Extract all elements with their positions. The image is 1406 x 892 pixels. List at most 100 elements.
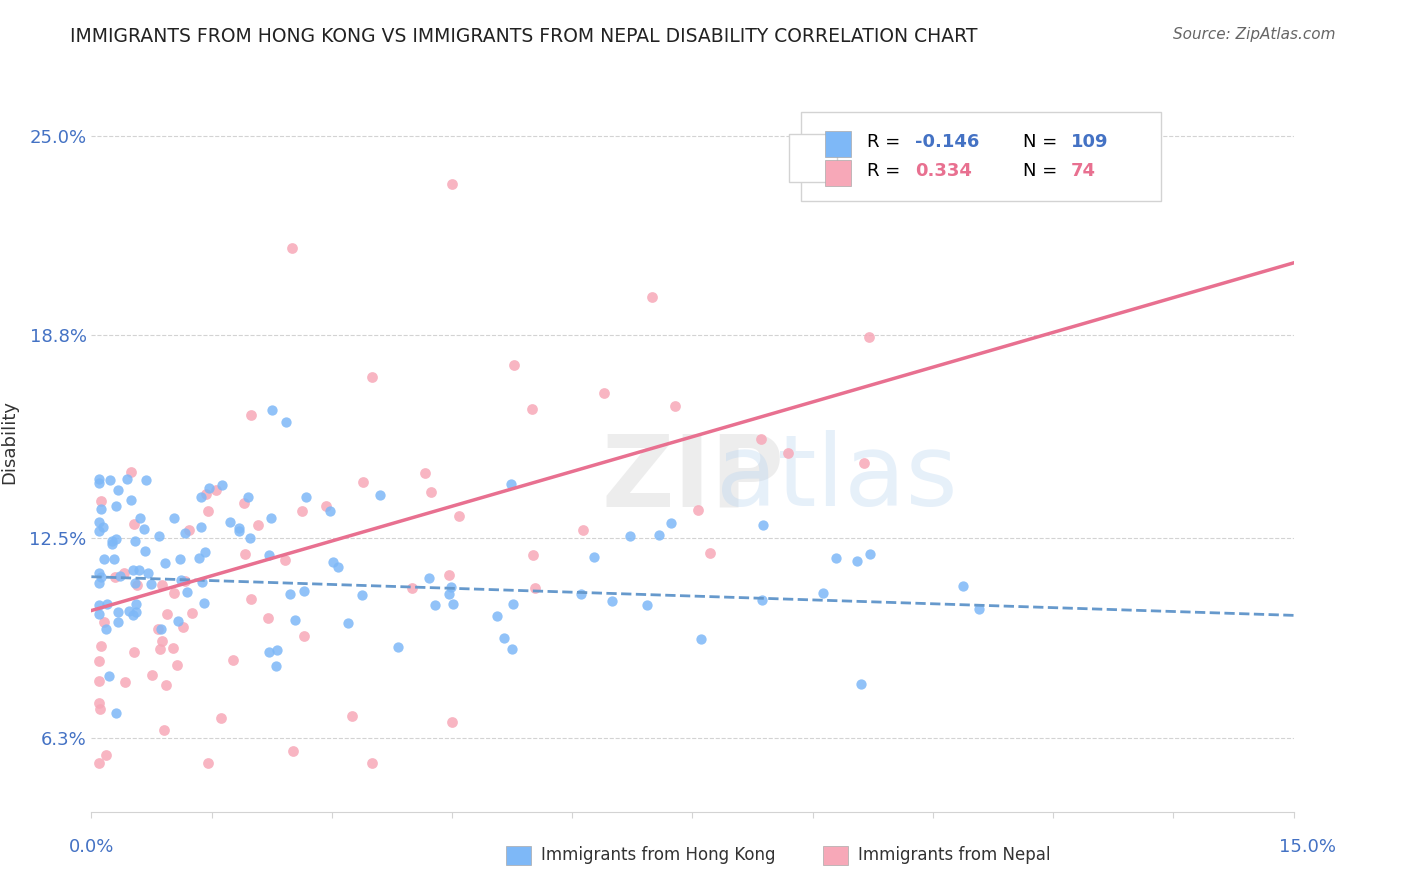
Text: atlas: atlas <box>716 430 957 527</box>
Point <box>952 579 974 593</box>
Text: 0.334: 0.334 <box>915 162 972 180</box>
Point <box>197 504 219 518</box>
Text: 74: 74 <box>1071 162 1097 180</box>
Point <box>107 483 129 498</box>
Point <box>89 674 111 689</box>
Point <box>413 466 436 480</box>
Point <box>107 606 129 620</box>
Point <box>315 500 337 514</box>
Point <box>266 643 288 657</box>
Point <box>112 566 135 581</box>
Point <box>174 574 197 588</box>
Point <box>136 566 159 581</box>
Point <box>150 622 173 636</box>
Point <box>751 517 773 532</box>
Point <box>197 756 219 771</box>
Point <box>170 573 193 587</box>
Point <box>104 499 127 513</box>
Y-axis label: Disability: Disability <box>0 400 18 483</box>
FancyBboxPatch shape <box>789 135 837 183</box>
Point <box>292 629 315 643</box>
Point <box>155 678 177 692</box>
Text: N =: N = <box>1024 133 1063 151</box>
Point <box>89 598 111 612</box>
Point <box>420 485 443 500</box>
Point <box>124 517 146 532</box>
Point <box>352 475 374 490</box>
Point <box>418 571 440 585</box>
Point <box>120 492 142 507</box>
Point <box>125 597 148 611</box>
Point <box>148 528 170 542</box>
Point <box>94 747 117 762</box>
Point <box>101 533 124 548</box>
Point <box>98 473 121 487</box>
Point <box>485 608 508 623</box>
Point <box>90 494 112 508</box>
Point <box>636 598 658 612</box>
Point <box>522 548 544 562</box>
Point <box>257 645 280 659</box>
Point <box>592 386 614 401</box>
Point <box>121 563 143 577</box>
Point <box>291 504 314 518</box>
Point <box>124 576 146 591</box>
Point <box>257 610 280 624</box>
Text: 0.0%: 0.0% <box>69 838 114 856</box>
Point <box>205 483 228 497</box>
Point <box>641 290 664 304</box>
Point <box>295 490 318 504</box>
Point <box>340 708 363 723</box>
Point <box>569 587 592 601</box>
Point <box>283 613 305 627</box>
Point <box>153 556 176 570</box>
Point <box>191 575 214 590</box>
Point <box>274 553 297 567</box>
Point <box>90 570 112 584</box>
Point <box>501 477 523 491</box>
Point <box>135 473 157 487</box>
Point <box>283 744 305 758</box>
Point <box>228 524 250 538</box>
Point <box>89 654 111 668</box>
Point <box>98 669 121 683</box>
Point <box>93 615 115 629</box>
Point <box>522 402 544 417</box>
Point <box>360 756 382 771</box>
Point <box>502 598 524 612</box>
Point <box>174 525 197 540</box>
Text: ZIP: ZIP <box>600 430 785 527</box>
Point <box>659 516 682 530</box>
Text: 15.0%: 15.0% <box>1279 838 1336 856</box>
Point <box>114 674 136 689</box>
Point <box>162 511 184 525</box>
Point <box>122 607 145 622</box>
Point <box>437 587 460 601</box>
Point <box>222 653 245 667</box>
Point <box>89 475 111 490</box>
Point <box>246 518 269 533</box>
Point <box>813 586 835 600</box>
Point <box>260 403 283 417</box>
Point <box>104 706 127 720</box>
Point <box>825 551 848 566</box>
Point <box>134 522 156 536</box>
Point <box>167 614 190 628</box>
Point <box>441 597 464 611</box>
Point <box>278 587 301 601</box>
Point <box>148 622 170 636</box>
Point <box>166 657 188 672</box>
Point <box>846 554 869 568</box>
Point <box>852 456 875 470</box>
Point <box>128 563 150 577</box>
Point <box>619 529 641 543</box>
Point <box>260 511 283 525</box>
Point <box>523 581 546 595</box>
Point <box>387 640 409 654</box>
Text: 109: 109 <box>1071 133 1108 151</box>
Point <box>360 370 382 384</box>
Point <box>89 516 111 530</box>
Point <box>276 416 298 430</box>
Point <box>117 471 139 485</box>
Point <box>162 641 184 656</box>
